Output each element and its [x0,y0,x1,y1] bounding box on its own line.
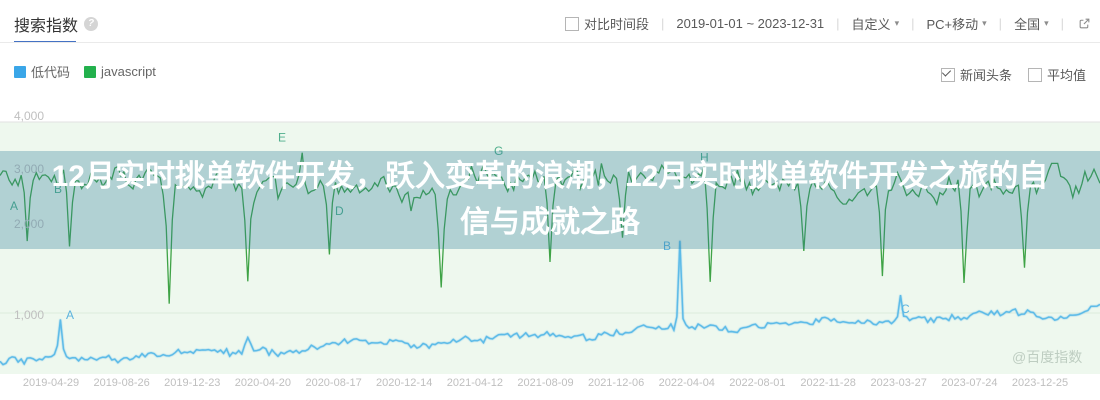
svg-text:A: A [66,308,74,322]
svg-text:E: E [278,131,286,145]
